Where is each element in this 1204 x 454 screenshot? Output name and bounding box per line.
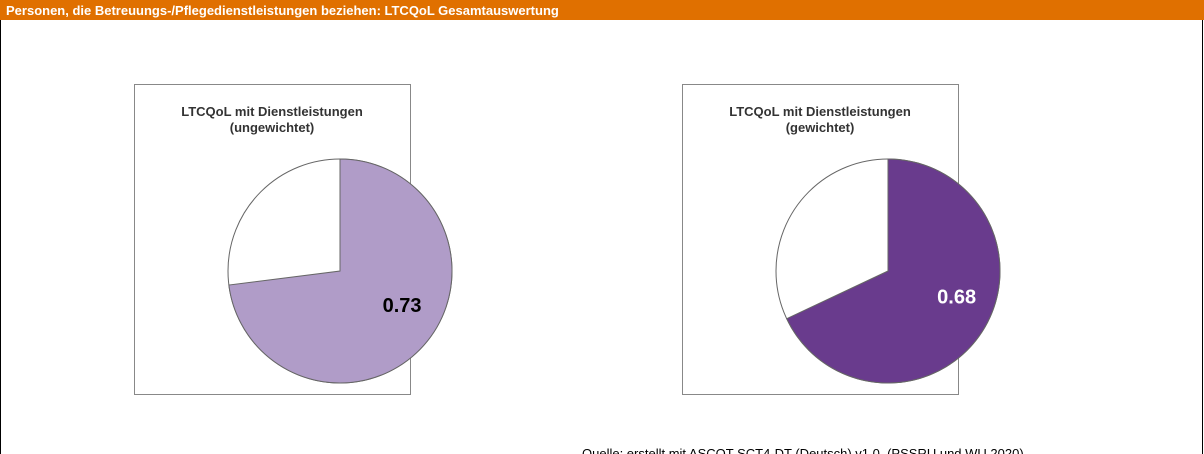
pie-slice bbox=[785, 158, 1001, 384]
source-note: Quelle: erstellt mit ASCOT SCT4-DT (Deut… bbox=[582, 446, 1024, 454]
pie-slice bbox=[228, 158, 453, 384]
chart-subtitle: (ungewichtet) bbox=[230, 120, 315, 135]
chart-title: LTCQoL mit Dienstleistungen bbox=[729, 104, 911, 119]
header-bar bbox=[0, 0, 1204, 20]
data-label: 0.73 bbox=[383, 295, 422, 317]
header-title: Personen, die Betreuungs-/Pflegedienstle… bbox=[6, 3, 559, 18]
chart-title: LTCQoL mit Dienstleistungen bbox=[181, 104, 363, 119]
data-label: 0.68 bbox=[937, 286, 976, 308]
chart-subtitle: (gewichtet) bbox=[786, 120, 855, 135]
